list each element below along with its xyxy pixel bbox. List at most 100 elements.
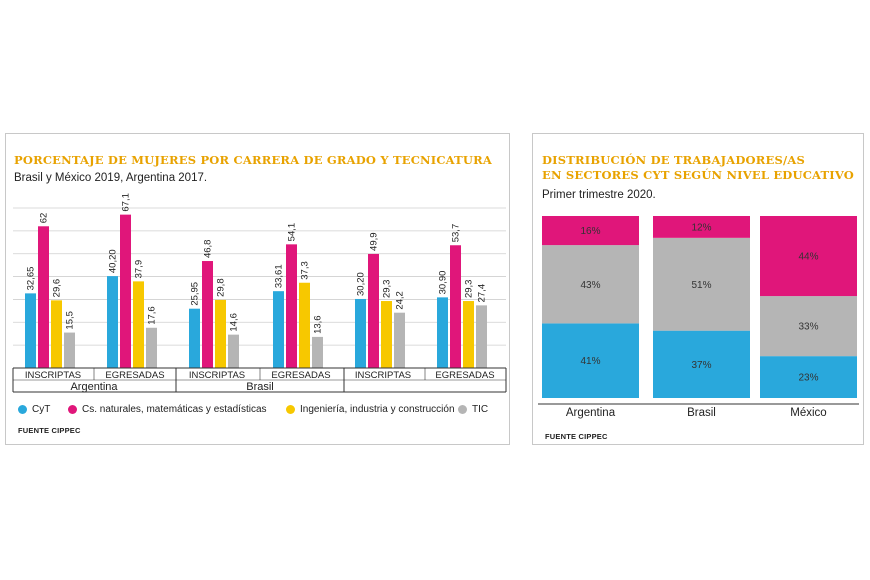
legend-dot-ingenieria — [286, 405, 295, 414]
category-label: EGRESADAS — [271, 370, 330, 381]
left-chart-source: FUENTE CIPPEC — [18, 426, 81, 435]
legend-label-ingenieria: Ingeniería, industria y construcción — [300, 404, 455, 415]
bar — [450, 245, 461, 368]
legend-label-naturales: Cs. naturales, matemáticas y estadística… — [82, 404, 267, 415]
bar-value-label: 53,7 — [451, 224, 462, 243]
segment-label: 12% — [691, 222, 711, 233]
stack-segment — [542, 216, 639, 246]
category-label: Brasil — [687, 407, 716, 419]
category-label: México — [790, 407, 826, 419]
bar — [215, 299, 226, 368]
category-label: Argentina — [566, 407, 616, 419]
bar — [38, 226, 49, 368]
legend-dot-tic — [458, 405, 467, 414]
stack-segment — [542, 245, 639, 324]
category-label: EGRESADAS — [435, 370, 494, 381]
stack-segment — [760, 356, 857, 398]
bar-value-label: 29,8 — [216, 278, 227, 297]
category-label: INSCRIPTAS — [189, 370, 245, 381]
category-label: INSCRIPTAS — [25, 370, 81, 381]
left-chart-legend: CyT Cs. naturales, matemáticas y estadís… — [18, 404, 508, 418]
bar-value-label: 25,95 — [190, 282, 201, 306]
stack-segment — [653, 237, 750, 331]
bar — [437, 297, 448, 368]
legend-label-cyt: CyT — [32, 404, 51, 415]
bar — [228, 334, 239, 368]
right-chart-title-line1: DISTRIBUCIÓN DE TRABAJADORES/AS — [542, 153, 805, 167]
legend-dot-cyt — [18, 405, 27, 414]
country-label: Argentina — [70, 381, 118, 393]
segment-label: 43% — [580, 280, 600, 291]
legend-label-tic: TIC — [472, 404, 489, 415]
bar-value-label: 29,3 — [464, 280, 475, 299]
segment-label: 16% — [580, 226, 600, 237]
bar-value-label: 17,6 — [147, 306, 158, 325]
bar-value-label: 24,2 — [395, 291, 406, 310]
right-chart-title-line2: EN SECTORES CYT SEGÚN NIVEL EDUCATIVO — [542, 168, 855, 182]
bar — [299, 282, 310, 368]
legend-item-ingenieria: Ingeniería, industria y construcción — [286, 404, 455, 415]
bar-value-label: 30,90 — [438, 271, 449, 295]
stack-segment — [760, 296, 857, 357]
stack-segment — [760, 216, 857, 297]
segment-label: 44% — [798, 252, 818, 263]
bar — [64, 332, 75, 368]
bar-value-label: 13,6 — [313, 315, 324, 334]
segment-label: 41% — [580, 356, 600, 367]
bar — [476, 305, 487, 368]
bar — [355, 298, 366, 368]
bar-value-label: 67,1 — [121, 193, 132, 212]
legend-dot-naturales — [68, 405, 77, 414]
bar-value-label: 14,6 — [229, 313, 240, 332]
bar — [51, 300, 62, 368]
segment-label: 51% — [691, 280, 711, 291]
bar-value-label: 46,8 — [203, 240, 214, 259]
bar — [312, 336, 323, 368]
right-chart-subtitle: Primer trimestre 2020. — [542, 189, 656, 201]
bar-value-label: 54,1 — [287, 223, 298, 242]
right-chart-source: FUENTE CIPPEC — [545, 432, 608, 441]
stack-segment — [542, 323, 639, 398]
stacked-bar-chart: 41% 43% 16% Argentina 37% 51% 12% Brasil 23% 33% 4… — [538, 216, 859, 419]
bar-value-label: 27,4 — [477, 284, 488, 303]
bar — [286, 244, 297, 368]
stack-segment — [653, 216, 750, 238]
category-label: EGRESADAS — [105, 370, 164, 381]
grouped-bar-chart: 32,65 40,20 25,95 33,61 30,20 30,90 62 67,1 46,8… — [12, 193, 507, 393]
legend-item-tic: TIC — [458, 404, 488, 415]
bar-value-label: 37,3 — [300, 261, 311, 280]
bar-value-label: 40,20 — [108, 249, 119, 273]
bar — [202, 261, 213, 368]
bar — [381, 301, 392, 368]
bar-value-label: 32,65 — [26, 267, 37, 291]
bar-value-label: 49,9 — [369, 232, 380, 251]
bar — [394, 312, 405, 368]
bar — [120, 214, 131, 368]
bar — [189, 308, 200, 368]
bar-value-label: 15,5 — [65, 311, 76, 330]
bar-value-label: 37,9 — [134, 260, 145, 279]
bar — [146, 327, 157, 368]
left-chart-title: PORCENTAJE DE MUJERES POR CARRERA DE GRA… — [14, 153, 493, 167]
bar-value-label: 33,61 — [274, 264, 285, 288]
legend-item-naturales: Cs. naturales, matemáticas y estadística… — [68, 404, 267, 415]
segment-label: 33% — [798, 322, 818, 333]
segment-label: 23% — [798, 373, 818, 384]
bar — [273, 291, 284, 368]
bar-value-label: 62 — [39, 213, 50, 224]
bar — [25, 293, 36, 368]
segment-label: 37% — [691, 360, 711, 371]
category-label: INSCRIPTAS — [355, 370, 411, 381]
bar-value-label: 29,6 — [52, 279, 63, 298]
stack-segment — [653, 330, 750, 398]
workers-by-education-panel: DISTRIBUCIÓN DE TRABAJADORES/AS EN SECTO… — [532, 133, 864, 445]
bar — [107, 276, 118, 368]
left-chart-subtitle: Brasil y México 2019, Argentina 2017. — [14, 172, 208, 184]
country-label: Brasil — [246, 381, 274, 393]
women-by-career-panel: PORCENTAJE DE MUJERES POR CARRERA DE GRA… — [5, 133, 510, 445]
bar-value-label: 30,20 — [356, 272, 367, 296]
bar-value-label: 29,3 — [382, 280, 393, 299]
legend-item-cyt: CyT — [18, 404, 50, 415]
bar — [368, 253, 379, 368]
bar — [133, 281, 144, 368]
